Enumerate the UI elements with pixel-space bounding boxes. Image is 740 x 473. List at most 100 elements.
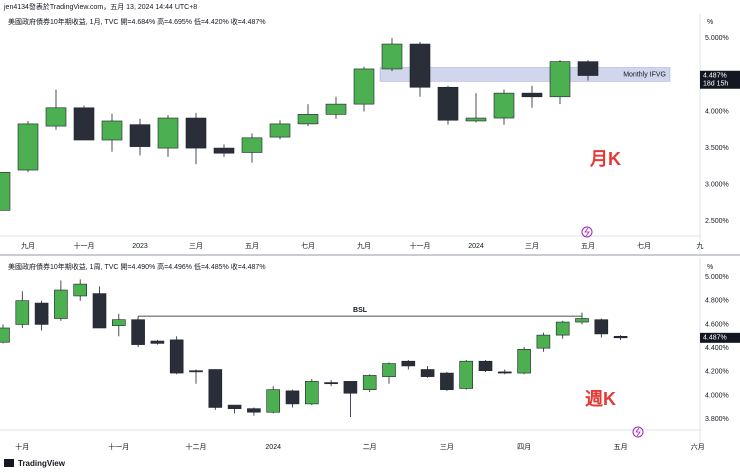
x-tick-label: 三月 xyxy=(440,443,454,451)
y-tick-label: 4.200% xyxy=(705,369,729,376)
candle-body xyxy=(285,390,300,405)
x-tick-label: 三月 xyxy=(525,242,539,250)
candle-body xyxy=(613,335,628,339)
attribution: jen4134發表於TradingView.com，五月 13, 2024 14… xyxy=(3,2,197,11)
x-tick-label: 2024 xyxy=(265,444,281,451)
candle-body xyxy=(0,327,10,343)
candle-body xyxy=(325,103,347,115)
x-tick-label: 五月 xyxy=(245,242,259,250)
x-tick-label: 十一月 xyxy=(74,241,95,250)
price-label-box xyxy=(700,332,740,343)
x-tick-label: 十一月 xyxy=(410,241,431,250)
candle-body xyxy=(478,360,493,371)
bar-countdown: 18d 15h xyxy=(703,81,728,88)
candle-body xyxy=(266,389,281,413)
x-tick-label: 九 xyxy=(697,241,704,250)
y-tick-label: 3.000% xyxy=(705,182,729,189)
x-tick-label: 十二月 xyxy=(186,442,207,451)
candle-body xyxy=(437,86,459,121)
candle-body xyxy=(213,147,235,154)
candle-body xyxy=(227,404,242,409)
candle-body xyxy=(15,300,30,325)
candle-body xyxy=(440,372,454,390)
candle-body xyxy=(101,120,123,141)
x-tick-label: 六月 xyxy=(691,442,705,451)
unit-label: % xyxy=(707,19,713,26)
x-tick-label: 五月 xyxy=(614,443,628,451)
candle-body xyxy=(150,340,165,344)
candle-body xyxy=(73,283,87,297)
candle-body xyxy=(343,381,358,394)
y-tick-label: 4.000% xyxy=(705,392,729,399)
x-tick-label: 四月 xyxy=(517,443,531,451)
x-tick-label: 2023 xyxy=(132,243,148,250)
y-tick-label: 2.500% xyxy=(705,218,729,225)
candle-body xyxy=(17,123,39,171)
candle-body xyxy=(517,349,531,374)
candle-body xyxy=(521,92,543,98)
candle-body xyxy=(269,123,291,138)
x-tick-label: 九月 xyxy=(357,241,371,250)
candle-body xyxy=(362,375,377,390)
candle-body xyxy=(381,43,403,70)
y-tick-label: 4.400% xyxy=(705,345,729,352)
candle-body xyxy=(575,318,589,323)
event-icon[interactable] xyxy=(632,426,644,438)
candle-body xyxy=(34,302,49,325)
price-label-box xyxy=(700,70,740,89)
chart-legend: 美國政府債券10年期收益, 1月, TVC 開=4.684% 高=4.695% … xyxy=(8,17,266,26)
event-icon-bolt xyxy=(635,427,641,437)
event-icon[interactable] xyxy=(581,226,593,238)
candle-body xyxy=(169,339,184,374)
candle-body xyxy=(157,117,179,149)
candle-body xyxy=(465,117,487,122)
price-label: 4.487% xyxy=(703,73,727,80)
y-tick-label: 4.600% xyxy=(705,321,729,328)
y-tick-label: 3.500% xyxy=(705,145,729,152)
logo xyxy=(4,459,14,467)
unit-label: % xyxy=(707,264,713,271)
price-label: 4.487% xyxy=(703,335,727,342)
candle-body xyxy=(382,363,396,377)
candle-body xyxy=(0,171,11,211)
candle-body xyxy=(297,114,319,125)
candle-body xyxy=(555,321,570,336)
candle-body xyxy=(401,360,416,367)
candle-body xyxy=(577,61,599,76)
candle-body xyxy=(45,107,67,127)
x-tick-label: 2024 xyxy=(468,243,484,250)
candle-body xyxy=(112,319,126,326)
event-icon-bolt xyxy=(584,227,590,237)
y-tick-label: 5.000% xyxy=(705,35,729,42)
candle-body xyxy=(73,107,95,141)
candle-body xyxy=(208,369,223,408)
candle-body xyxy=(185,117,207,149)
x-tick-label: 十月 xyxy=(15,442,29,451)
y-tick-label: 4.000% xyxy=(705,108,729,115)
candle-body xyxy=(420,369,435,377)
candle-body xyxy=(54,289,68,319)
candle-body xyxy=(129,124,151,147)
candle-body xyxy=(459,360,474,389)
footer-brand: TradingView xyxy=(18,459,66,468)
x-tick-label: 三月 xyxy=(189,242,203,250)
pane-annotation: 週K xyxy=(585,389,616,409)
x-tick-label: 十一月 xyxy=(108,442,129,451)
candle-body xyxy=(497,371,512,374)
candle-body xyxy=(189,370,203,373)
x-tick-label: 七月 xyxy=(301,241,315,250)
x-tick-label: 九月 xyxy=(21,241,35,250)
candle-body xyxy=(409,43,431,88)
candle-body xyxy=(304,381,319,405)
candle-body xyxy=(536,334,551,349)
candle-body xyxy=(247,408,261,413)
x-tick-label: 五月 xyxy=(581,242,595,250)
candle-body xyxy=(493,92,515,119)
zone-label: Monthly IFVG xyxy=(623,71,666,78)
candle-body xyxy=(131,319,145,345)
candle-body xyxy=(549,61,571,98)
pane-annotation: 月K xyxy=(589,149,621,169)
chart-legend: 美國政府債券10年期收益, 1周, TVC 開=4.490% 高=4.496% … xyxy=(8,262,266,271)
candle-body xyxy=(353,68,375,105)
